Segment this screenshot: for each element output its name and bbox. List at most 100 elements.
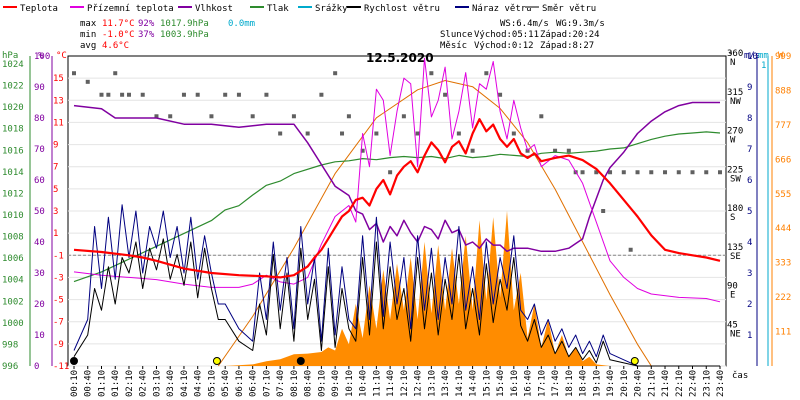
info-moon-set: Západ:8:27 <box>540 41 594 51</box>
x-tick-label: 03:40 <box>166 370 176 397</box>
axis-degc-tick: 13 <box>53 96 64 106</box>
x-tick-label: 20:10 <box>620 370 630 397</box>
x-tick-label: 03:10 <box>152 370 162 397</box>
legend-label: Přízemní teplota <box>87 4 174 14</box>
axis-dir-tick: E <box>730 291 735 301</box>
wind-direction-point <box>85 79 90 84</box>
wind-direction-point <box>628 247 633 252</box>
wind-direction-point <box>663 170 668 175</box>
stat-min-label: min <box>80 30 96 40</box>
wind-direction-point <box>291 114 296 119</box>
axis-degc-tick: 5 <box>53 185 58 195</box>
wind-direction-point <box>621 170 626 175</box>
x-tick-label: 09:40 <box>331 370 341 397</box>
info-block: WS:6.4m/s WG:9.3m/s Slunce Východ:05:11 … <box>440 19 605 51</box>
x-tick-label: 00:10 <box>70 370 80 397</box>
axis-pct-tick: 10 <box>34 331 45 341</box>
humidity-line <box>73 101 720 253</box>
axis-mm-tick: 1 <box>761 61 766 71</box>
axis-dir-tick: N <box>730 58 735 68</box>
axis-hpa-tick: 1002 <box>2 297 24 307</box>
info-wg: WG:9.3m/s <box>556 19 605 29</box>
axis-deg-tick: 135 <box>727 243 743 253</box>
x-tick-label: 08:40 <box>304 370 314 397</box>
wind-direction-point <box>566 148 571 153</box>
axis-deg-tick: 45 <box>727 320 738 330</box>
stat-max-rain: 0.0mm <box>228 19 255 29</box>
stat-avg-temp: 4.6°C <box>102 41 129 51</box>
legend-label: Směr větru <box>542 4 596 14</box>
axis-deg-tick: 180 <box>727 204 743 214</box>
wind-direction-point <box>195 92 200 97</box>
stat-max-label: max <box>80 19 97 29</box>
wind-direction-point <box>704 170 709 175</box>
x-tick-label: 15:40 <box>496 370 506 397</box>
wind-direction-point <box>539 114 544 119</box>
axis-degc-tick: -3 <box>53 273 64 283</box>
x-axis: 00:10 00:40 01:10 01:40 02:10 02:40 03:10 03:40… <box>70 366 748 397</box>
axis-degc-tick: 3 <box>53 207 58 217</box>
x-tick-label: 12:10 <box>400 370 410 397</box>
axis-hpa-tick: 1012 <box>2 189 24 199</box>
x-tick-label: 17:40 <box>551 370 561 397</box>
wind-direction-point <box>484 71 489 76</box>
wind-direction-point <box>415 131 420 136</box>
axis-hpa-tick: 1022 <box>2 82 24 92</box>
x-tick-label: 05:40 <box>221 370 231 397</box>
axes: hPa1024102210201018101610141012101010081… <box>2 49 791 372</box>
axis-degc-tick: -7 <box>53 318 64 328</box>
axis-hpa-tick: 1014 <box>2 168 24 178</box>
stat-max-hum: 92% <box>138 19 155 29</box>
legend-swatch <box>178 6 192 8</box>
stats-block: max 11.7°C 92% 1017.9hPa 0.0mm min -1.0°… <box>80 19 255 51</box>
wind-direction-point <box>470 148 475 153</box>
wind-direction-point <box>635 170 640 175</box>
axis-pct-tick: 40 <box>34 238 45 248</box>
x-tick-label: 13:40 <box>441 370 451 397</box>
stat-min-hum: 37% <box>138 30 155 40</box>
wind-direction-point <box>319 92 324 97</box>
wind-direction-point <box>250 114 255 119</box>
x-tick-label: 09:10 <box>317 370 327 397</box>
axis-dir-tick: SW <box>730 174 741 184</box>
axis-ms-tick: 9 <box>747 83 752 93</box>
x-tick-label: 18:40 <box>579 370 589 397</box>
chart-title: 12.5.2020 <box>366 51 434 65</box>
wind-direction-point <box>580 170 585 175</box>
legend-label: Vlhkost <box>195 4 233 14</box>
sun-elevation-curve <box>217 80 652 367</box>
legend-swatch <box>298 6 312 8</box>
axis-hpa-tick: 996 <box>2 362 18 372</box>
axis-deg-tick: 90 <box>727 282 738 292</box>
wind-direction-point <box>264 92 269 97</box>
ground-temperature-line <box>73 57 721 303</box>
wind-direction-point <box>181 92 186 97</box>
wind-direction-point <box>236 92 241 97</box>
x-tick-label: 01:40 <box>111 370 121 397</box>
wind-direction-point <box>601 209 606 213</box>
axis-pct-label: % <box>38 51 44 61</box>
x-tick-label: 16:40 <box>524 370 534 397</box>
axis-dir-tick: NW <box>730 97 741 107</box>
wind-direction-point <box>340 131 345 136</box>
stat-avg-label: avg <box>80 41 96 51</box>
x-tick-label: 04:10 <box>180 370 190 397</box>
wind-direction-point <box>456 131 461 136</box>
stat-max-press: 1017.9hPa <box>160 19 209 29</box>
axis-ms-label: m/s <box>744 51 760 61</box>
x-tick-label: 13:10 <box>427 370 437 397</box>
axis-deg-tick: 315 <box>727 88 743 98</box>
wind-direction-point <box>120 92 125 97</box>
axis-degc-label: °C <box>56 51 67 61</box>
x-tick-label: 06:10 <box>235 370 245 397</box>
wind-direction-point <box>594 170 599 175</box>
axis-wm2-tick: 888 <box>775 86 791 96</box>
x-tick-label: 21:40 <box>661 370 671 397</box>
x-tick-label: 22:40 <box>689 370 699 397</box>
legend-label: Srážky <box>315 4 348 14</box>
x-tick-label: 00:40 <box>84 370 94 397</box>
axis-dir-tick: S <box>730 213 735 223</box>
axis-hpa-tick: 1004 <box>2 276 24 286</box>
axis-hpa-label: hPa <box>2 51 18 61</box>
